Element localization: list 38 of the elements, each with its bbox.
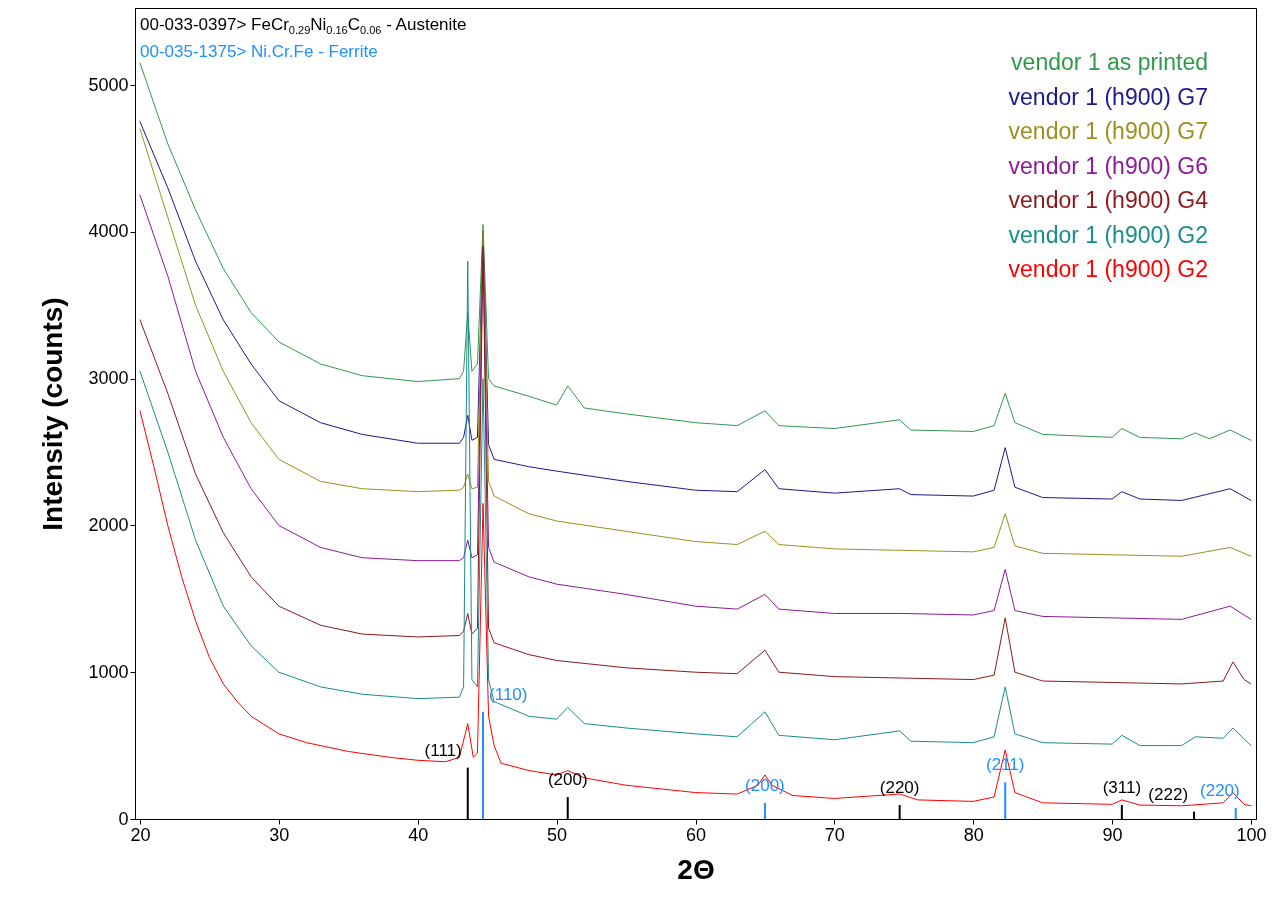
x-tick-label: 70 bbox=[824, 824, 845, 845]
y-tick-label: 1000 bbox=[88, 661, 129, 682]
annotation: (220) bbox=[879, 778, 920, 798]
y-tick-label: 0 bbox=[118, 808, 129, 829]
annotation: (111) bbox=[424, 740, 462, 760]
x-tick-label: 100 bbox=[1236, 824, 1267, 845]
text: vendor 1 (h900) G6 bbox=[1008, 152, 1208, 179]
text: 00-033-0397> FeCr$_{0.29}$Ni$_{0.16}$C$_{0.06}$ - Austenite bbox=[140, 14, 467, 39]
y-tick-label: 3000 bbox=[88, 368, 129, 389]
bar bbox=[482, 711, 485, 819]
x-tick-label: 50 bbox=[547, 824, 568, 845]
text: vendor 1 (h900) G2 bbox=[1008, 221, 1208, 248]
y-tick-label: 5000 bbox=[88, 74, 129, 95]
text: vendor 1 as printed bbox=[1011, 49, 1208, 75]
text: vendor 1 (h900) G7 bbox=[1008, 83, 1208, 110]
text: vendor 1 (h900) G7 bbox=[1008, 118, 1208, 144]
x-tick-label: 80 bbox=[963, 824, 984, 845]
bar bbox=[1234, 807, 1237, 819]
x-tick-label: 20 bbox=[130, 824, 151, 845]
text: vendor 1 (h900) G2 bbox=[1008, 256, 1208, 282]
annotation: (220) bbox=[1200, 780, 1240, 800]
annotation: (222) bbox=[1148, 784, 1189, 804]
y-axis-title: Intensity (counts) bbox=[37, 297, 69, 531]
y-tick-label: 4000 bbox=[88, 221, 129, 242]
annotation: (311) bbox=[1102, 778, 1142, 798]
x-tick-label: 30 bbox=[269, 824, 290, 845]
y-tick-label: 2000 bbox=[88, 514, 129, 535]
bar bbox=[763, 802, 766, 819]
x-tick-label: 60 bbox=[685, 824, 707, 845]
x-tick-label: 90 bbox=[1102, 824, 1123, 845]
x-tick-label: 40 bbox=[408, 824, 429, 845]
annotation: (200) bbox=[547, 769, 588, 789]
x-axis-title: 2Θ bbox=[677, 853, 715, 885]
line-series bbox=[139, 410, 1252, 807]
bar bbox=[1004, 782, 1007, 819]
line-series bbox=[139, 246, 1252, 685]
text: 00-035-1375> Ni.Cr.Fe - Ferrite bbox=[140, 41, 379, 64]
text: vendor 1 (h900) G4 bbox=[1008, 187, 1209, 213]
